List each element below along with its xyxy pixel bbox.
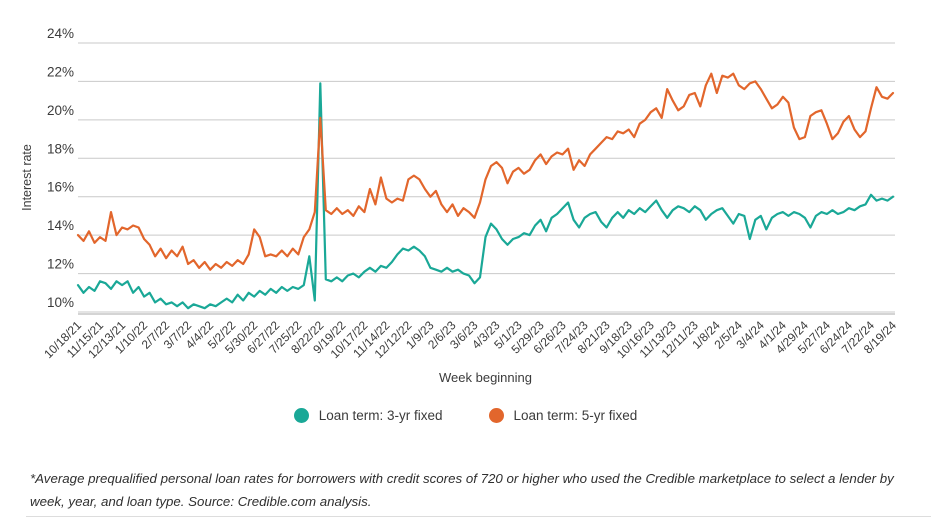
y-tick-label: 12% — [47, 257, 74, 272]
series-line-5yr-fixed — [76, 72, 895, 271]
y-tick-label: 22% — [47, 64, 74, 79]
line-chart: 24%22%20%18%16%14%12%10%10/18/2111/15/21… — [20, 26, 899, 385]
legend-label-5yr: Loan term: 5-yr fixed — [513, 408, 638, 423]
legend-label-3yr: Loan term: 3-yr fixed — [318, 408, 443, 423]
legend-dot-5yr-icon — [488, 408, 504, 423]
y-tick-label: 24% — [47, 26, 74, 41]
y-tick-label: 14% — [47, 218, 74, 233]
legend-item-3yr-fixed[interactable]: Loan term: 3-yr fixed — [293, 408, 443, 423]
y-tick-label: 18% — [47, 141, 74, 156]
y-tick-label: 16% — [47, 180, 74, 195]
bottom-divider — [26, 516, 931, 517]
legend-dot-3yr-icon — [293, 408, 309, 423]
chart-legend: Loan term: 3-yr fixed Loan term: 5-yr fi… — [0, 408, 931, 423]
x-axis-title: Week beginning — [439, 370, 532, 385]
series-line-3yr-fixed — [76, 82, 895, 310]
y-tick-label: 20% — [47, 103, 74, 118]
chart-footnote: *Average prequalified personal loan rate… — [30, 471, 894, 509]
y-tick-label: 10% — [47, 295, 74, 310]
y-axis-title: Interest rate — [20, 144, 34, 211]
legend-item-5yr-fixed[interactable]: Loan term: 5-yr fixed — [488, 408, 638, 423]
